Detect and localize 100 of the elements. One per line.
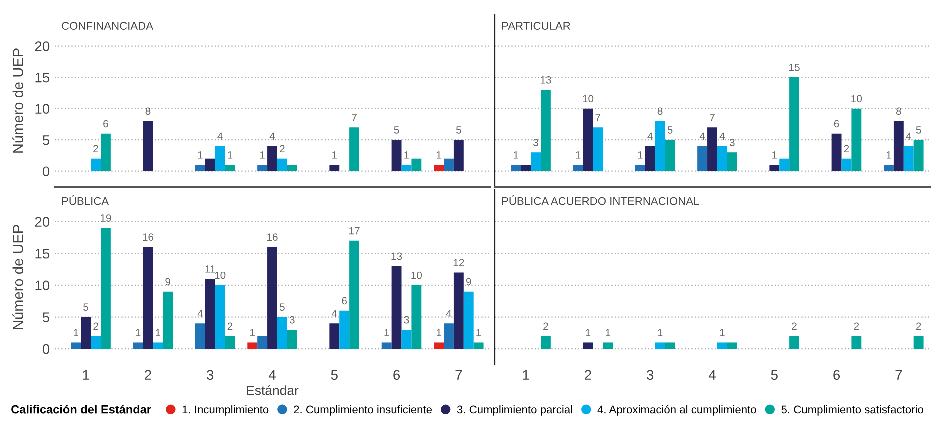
bar [392, 266, 402, 350]
data-label: 2 [792, 322, 797, 330]
bar [434, 165, 444, 172]
data-label: 1 [514, 152, 519, 159]
data-label: 2 [280, 145, 285, 153]
y-tick-label: 10 [36, 104, 50, 114]
data-label: 8 [658, 108, 663, 116]
bar [665, 140, 676, 172]
data-label: 3 [730, 139, 735, 146]
x-axis-title: Estándar [247, 385, 299, 396]
x-tick-label: 5 [331, 370, 338, 380]
data-label: 1 [720, 329, 725, 336]
data-label: 4 [720, 132, 726, 140]
bar [894, 121, 904, 172]
legend-label: 5. Cumplimiento satisfactorio [782, 406, 924, 416]
bar [268, 247, 278, 350]
x-tick-label: 2 [145, 370, 152, 380]
data-label: 1 [332, 152, 338, 159]
data-label: 5 [456, 126, 462, 134]
data-label: 10 [852, 95, 862, 103]
y-tick-label: 20 [35, 42, 50, 52]
y-axis-title: Número de UEP [12, 48, 24, 153]
x-tick-label: 2 [585, 370, 592, 380]
y-tick-label: 15 [36, 73, 50, 83]
bar [277, 317, 288, 350]
data-label: 13 [392, 252, 402, 260]
data-label: 8 [896, 108, 902, 116]
data-label: 10 [412, 272, 422, 280]
data-label: 6 [342, 297, 348, 305]
data-label: 6 [104, 120, 108, 128]
bar [698, 146, 708, 172]
data-label: 5 [668, 126, 673, 134]
x-tick-label: 4 [268, 370, 276, 380]
y-tick-label: 10 [36, 280, 50, 291]
bar [143, 121, 154, 172]
data-label: 3 [534, 139, 538, 146]
data-label: 12 [454, 259, 464, 266]
bar [531, 152, 541, 172]
data-label: 3 [404, 316, 410, 324]
legend-title: Calificación del Estándar [12, 405, 152, 414]
bar [593, 128, 604, 172]
data-label: 1 [436, 152, 442, 159]
bar [444, 158, 454, 172]
bar [412, 158, 422, 172]
bar [153, 342, 164, 350]
bar [330, 165, 340, 172]
data-label: 7 [352, 114, 357, 122]
bar [195, 165, 206, 172]
data-label: 2 [916, 322, 922, 330]
data-label: 4 [906, 132, 912, 140]
data-label: 7 [710, 114, 715, 122]
x-tick-label: 6 [394, 370, 400, 380]
bar [402, 165, 412, 172]
data-label: 7 [596, 114, 601, 122]
bar [330, 324, 340, 350]
data-label: 1 [74, 329, 79, 336]
bar [287, 165, 298, 172]
data-label: 2 [544, 322, 548, 330]
bar [133, 342, 144, 350]
data-label: 13 [540, 76, 552, 84]
bar [454, 272, 464, 350]
x-tick-label: 1 [523, 370, 530, 380]
bar [914, 140, 924, 172]
data-label: 6 [834, 120, 840, 128]
bar [884, 165, 894, 172]
data-label: 8 [146, 108, 151, 116]
bar [402, 330, 412, 350]
bar [91, 158, 101, 172]
data-label: 16 [268, 234, 278, 242]
bar [635, 165, 646, 172]
bar [91, 336, 101, 350]
x-tick-label: 4 [708, 370, 716, 380]
data-label: 3 [290, 316, 295, 324]
data-label: 1 [606, 329, 610, 336]
bar [434, 342, 444, 350]
data-label: 1 [228, 152, 233, 159]
bar [248, 342, 258, 350]
x-tick-label: 1 [83, 370, 90, 380]
data-label: 2 [228, 322, 233, 330]
y-tick-label: 5 [42, 136, 50, 146]
bar [655, 121, 666, 172]
bar [225, 165, 236, 172]
bar [71, 342, 82, 350]
data-label: 2 [94, 145, 98, 153]
data-label: 1 [384, 329, 390, 336]
data-label: 1 [250, 329, 256, 336]
x-tick-label: 7 [896, 370, 902, 380]
bar [573, 165, 584, 172]
data-label: 1 [436, 329, 442, 336]
bar [258, 165, 268, 172]
bar [717, 146, 728, 172]
legend-label: 3. Cumplimiento parcial [457, 406, 572, 416]
bar [842, 158, 852, 172]
bar [215, 285, 226, 350]
bar [708, 128, 718, 172]
data-label: 4 [446, 310, 452, 318]
data-label: 5 [916, 126, 922, 134]
bar [392, 140, 402, 172]
bar [521, 165, 532, 172]
data-label: 1 [156, 329, 161, 336]
